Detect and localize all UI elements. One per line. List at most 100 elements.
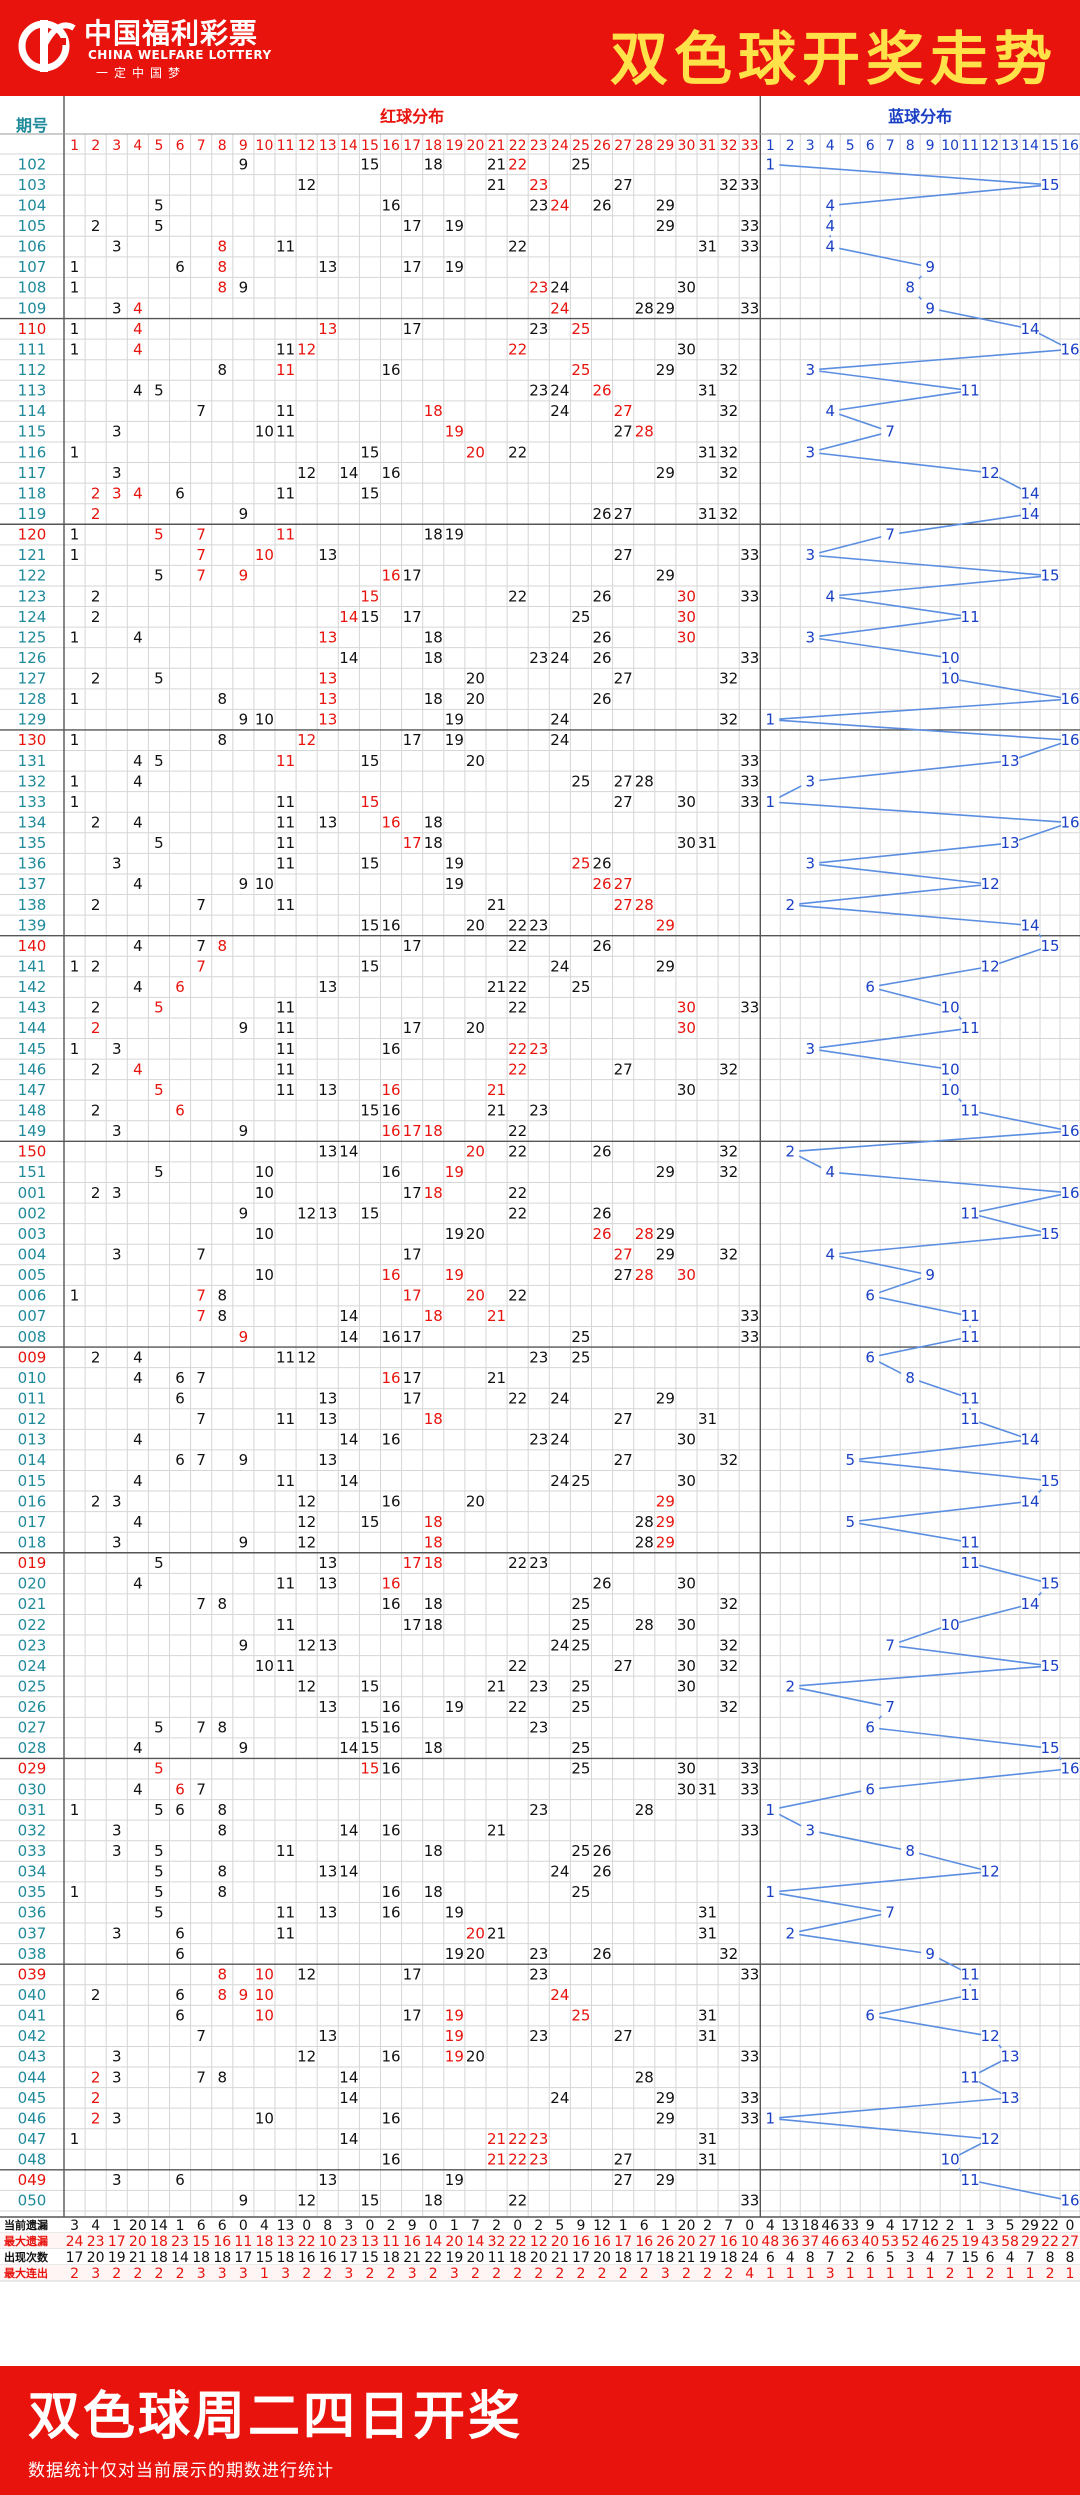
period-label: 018 <box>18 1533 47 1551</box>
red-ball-number: 9 <box>239 1986 249 2004</box>
red-column-label: 20 <box>467 138 485 154</box>
red-ball-number: 32 <box>719 176 738 194</box>
red-ball-number: 22 <box>508 1184 527 1202</box>
stat-value: 1 <box>766 2266 775 2282</box>
stat-value: 18 <box>614 2250 632 2266</box>
red-ball-number: 12 <box>297 1965 316 1983</box>
period-label: 048 <box>18 2151 47 2169</box>
red-ball-number: 18 <box>424 814 443 832</box>
red-ball-number: 17 <box>403 731 422 749</box>
blue-column-label: 4 <box>826 138 835 154</box>
blue-ball-number: 12 <box>981 464 1000 482</box>
red-ball-number: 11 <box>276 999 295 1017</box>
red-ball-number: 2 <box>91 814 101 832</box>
period-label: 137 <box>18 875 47 893</box>
red-ball-number: 25 <box>571 155 590 173</box>
red-ball-number: 13 <box>318 1410 337 1428</box>
red-ball-number: 6 <box>175 2007 185 2025</box>
stat-value: 2 <box>703 2218 712 2234</box>
red-ball-number: 16 <box>382 2048 401 2066</box>
blue-ball-number: 12 <box>981 875 1000 893</box>
red-ball-number: 11 <box>276 1472 295 1490</box>
red-ball-number: 24 <box>550 402 569 420</box>
red-ball-number: 20 <box>466 1287 485 1305</box>
stat-value: 1 <box>966 2218 975 2234</box>
stat-value: 18 <box>509 2250 527 2266</box>
blue-ball-number: 3 <box>805 772 815 790</box>
red-ball-number: 4 <box>133 1739 143 1757</box>
period-label: 033 <box>18 1842 47 1860</box>
red-ball-number: 13 <box>318 1081 337 1099</box>
red-ball-number: 11 <box>276 361 295 379</box>
red-ball-number: 18 <box>424 1513 443 1531</box>
stat-value: 21 <box>551 2250 569 2266</box>
period-label: 143 <box>18 999 47 1017</box>
red-ball-number: 21 <box>487 1677 506 1695</box>
period-label: 126 <box>18 649 47 667</box>
red-ball-number: 1 <box>70 958 80 976</box>
stat-value: 48 <box>761 2234 779 2250</box>
red-ball-number: 14 <box>339 1328 358 1346</box>
blue-column-label: 9 <box>926 138 935 154</box>
red-ball-number: 29 <box>656 2171 675 2189</box>
stat-value: 16 <box>403 2234 421 2250</box>
red-ball-number: 15 <box>360 1204 379 1222</box>
red-ball-number: 21 <box>487 1307 506 1325</box>
period-label: 037 <box>18 1924 47 1942</box>
red-ball-number: 27 <box>614 875 633 893</box>
red-ball-number: 26 <box>593 1945 612 1963</box>
blue-ball-number: 1 <box>766 2109 776 2127</box>
red-ball-number: 25 <box>571 1760 590 1778</box>
red-ball-number: 9 <box>239 1739 249 1757</box>
red-ball-number: 29 <box>656 2089 675 2107</box>
red-ball-number: 18 <box>424 1595 443 1613</box>
stat-value: 16 <box>720 2234 738 2250</box>
stat-value: 1 <box>966 2266 975 2282</box>
stat-value: 8 <box>806 2250 815 2266</box>
period-label: 108 <box>18 279 47 297</box>
red-ball-number: 23 <box>529 2151 548 2169</box>
blue-ball-number: 3 <box>805 855 815 873</box>
stat-value: 2 <box>946 2218 955 2234</box>
blue-ball-number: 11 <box>961 1019 980 1037</box>
stat-value: 4 <box>926 2250 935 2266</box>
stat-value: 2 <box>640 2266 649 2282</box>
red-ball-number: 22 <box>508 1060 527 1078</box>
stat-value: 16 <box>593 2234 611 2250</box>
blue-ball-number: 15 <box>1040 1657 1059 1675</box>
red-ball-number: 33 <box>740 2048 759 2066</box>
logo-chinese-text: 中国福利彩票 <box>84 17 259 50</box>
red-ball-number: 25 <box>571 855 590 873</box>
red-ball-number: 19 <box>445 2171 464 2189</box>
red-ball-number: 26 <box>593 1143 612 1161</box>
red-ball-number: 17 <box>403 258 422 276</box>
stat-value: 9 <box>576 2218 585 2234</box>
stat-value: 2 <box>492 2266 501 2282</box>
red-ball-number: 5 <box>154 834 164 852</box>
red-ball-number: 28 <box>635 1266 654 1284</box>
stat-value: 17 <box>901 2218 919 2234</box>
stat-value: 3 <box>281 2266 290 2282</box>
red-ball-number: 22 <box>508 340 527 358</box>
footer-note: 数据统计仅对当前展示的期数进行统计 <box>28 2461 334 2481</box>
blue-column-label: 13 <box>1001 138 1019 154</box>
period-label: 151 <box>18 1163 47 1181</box>
stat-value: 8 <box>1066 2250 1075 2266</box>
stat-value: 29 <box>1021 2218 1039 2234</box>
stat-value: 11 <box>382 2234 400 2250</box>
stat-value: 15 <box>256 2250 274 2266</box>
red-ball-number: 5 <box>154 1554 164 1572</box>
lottery-logo-icon <box>18 20 76 72</box>
stat-row-label: 当前遗漏 <box>4 2218 48 2232</box>
red-ball-number: 17 <box>403 608 422 626</box>
red-ball-number: 17 <box>403 1328 422 1346</box>
stat-value: 3 <box>344 2218 353 2234</box>
red-ball-number: 13 <box>318 1143 337 1161</box>
period-label: 142 <box>18 978 47 996</box>
red-ball-number: 5 <box>154 567 164 585</box>
red-ball-number: 27 <box>614 1245 633 1263</box>
red-ball-number: 17 <box>403 1245 422 1263</box>
red-ball-number: 3 <box>112 464 122 482</box>
period-label: 136 <box>18 855 47 873</box>
red-ball-number: 11 <box>276 1657 295 1675</box>
